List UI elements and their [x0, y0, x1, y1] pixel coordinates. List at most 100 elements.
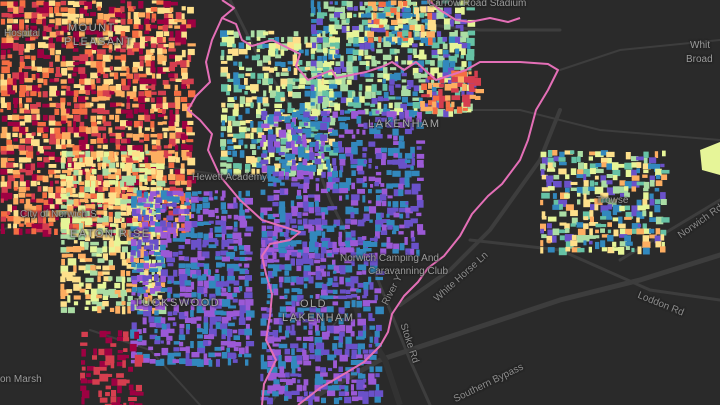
building-parcel	[278, 325, 282, 333]
building-parcel	[36, 175, 45, 181]
building-parcel	[175, 55, 183, 63]
building-parcel	[7, 7, 13, 12]
building-parcel	[18, 115, 27, 120]
building-parcel	[607, 247, 615, 254]
building-parcel	[78, 205, 86, 213]
building-parcel	[178, 256, 185, 261]
building-parcel	[163, 31, 170, 37]
building-parcel	[103, 204, 111, 208]
building-parcel	[346, 378, 350, 384]
building-parcel	[138, 210, 143, 217]
building-parcel	[102, 187, 109, 191]
building-parcel	[427, 76, 435, 80]
building-parcel	[317, 7, 321, 15]
building-parcel	[154, 353, 161, 357]
building-parcel	[353, 72, 358, 81]
building-parcel	[374, 147, 382, 155]
building-parcel	[196, 204, 203, 210]
building-parcel	[121, 85, 130, 91]
building-parcel	[442, 36, 448, 42]
building-parcel	[637, 246, 642, 255]
building-parcel	[350, 319, 356, 327]
building-parcel	[120, 240, 129, 245]
building-parcel	[467, 49, 475, 57]
building-parcel	[215, 298, 224, 307]
building-parcel	[314, 218, 322, 226]
building-parcel	[577, 228, 586, 236]
building-parcel	[232, 138, 237, 143]
building-parcel	[110, 343, 117, 347]
building-parcel	[151, 18, 155, 23]
building-parcel	[73, 198, 79, 207]
building-parcel	[91, 37, 98, 44]
building-parcel	[457, 82, 464, 87]
building-parcel	[582, 186, 590, 195]
building-parcel	[130, 250, 136, 256]
building-parcel	[430, 12, 439, 20]
building-parcel	[612, 162, 619, 170]
building-parcel	[151, 139, 158, 145]
building-parcel	[78, 151, 85, 155]
building-parcel	[0, 157, 8, 163]
building-parcel	[145, 85, 153, 89]
building-parcel	[54, 169, 61, 174]
building-parcel	[203, 310, 211, 317]
building-parcel	[138, 235, 143, 242]
building-parcel	[169, 78, 176, 82]
building-parcel	[655, 180, 663, 187]
building-parcel	[120, 151, 127, 155]
building-parcel	[1, 126, 8, 135]
building-parcel	[128, 384, 134, 390]
building-parcel	[144, 169, 153, 175]
building-parcel	[320, 295, 328, 300]
building-parcel	[345, 152, 352, 157]
building-parcel	[96, 288, 106, 294]
building-parcel	[338, 237, 342, 245]
building-parcel	[631, 181, 640, 188]
building-parcel	[418, 60, 425, 67]
building-parcel	[221, 84, 229, 92]
building-parcel	[266, 240, 275, 245]
building-parcel	[272, 213, 280, 218]
building-parcel	[244, 328, 252, 336]
building-parcel	[359, 6, 366, 11]
building-parcel	[37, 127, 44, 133]
building-parcel	[296, 348, 305, 352]
building-parcel	[18, 192, 26, 198]
building-parcel	[374, 182, 380, 187]
building-parcel	[332, 289, 338, 294]
building-parcel	[589, 210, 594, 218]
building-parcel	[347, 90, 355, 98]
building-parcel	[326, 325, 335, 334]
building-parcel	[135, 391, 144, 396]
building-parcel	[442, 60, 450, 68]
building-parcel	[37, 84, 42, 88]
building-parcel	[274, 163, 281, 169]
building-parcel	[297, 219, 302, 225]
building-parcel	[363, 259, 369, 266]
building-parcel	[169, 54, 177, 59]
building-parcel	[109, 102, 118, 108]
building-parcel	[221, 102, 226, 108]
building-parcel	[409, 1, 416, 5]
building-parcel	[79, 0, 87, 6]
building-parcel	[133, 264, 140, 272]
building-parcel	[589, 198, 596, 203]
building-parcel	[80, 342, 88, 346]
building-parcel	[420, 101, 425, 107]
building-parcel	[67, 127, 77, 134]
building-parcel	[302, 165, 311, 172]
building-parcel	[329, 102, 338, 107]
building-parcel	[167, 263, 174, 267]
building-parcel	[43, 205, 51, 213]
building-parcel	[72, 276, 81, 283]
building-parcel	[402, 12, 411, 19]
building-parcel	[238, 215, 246, 221]
building-parcel	[66, 108, 71, 114]
building-parcel	[97, 85, 103, 94]
building-parcel	[196, 316, 202, 321]
building-parcel	[281, 67, 289, 72]
building-parcel	[13, 181, 19, 189]
building-parcel	[174, 90, 182, 96]
